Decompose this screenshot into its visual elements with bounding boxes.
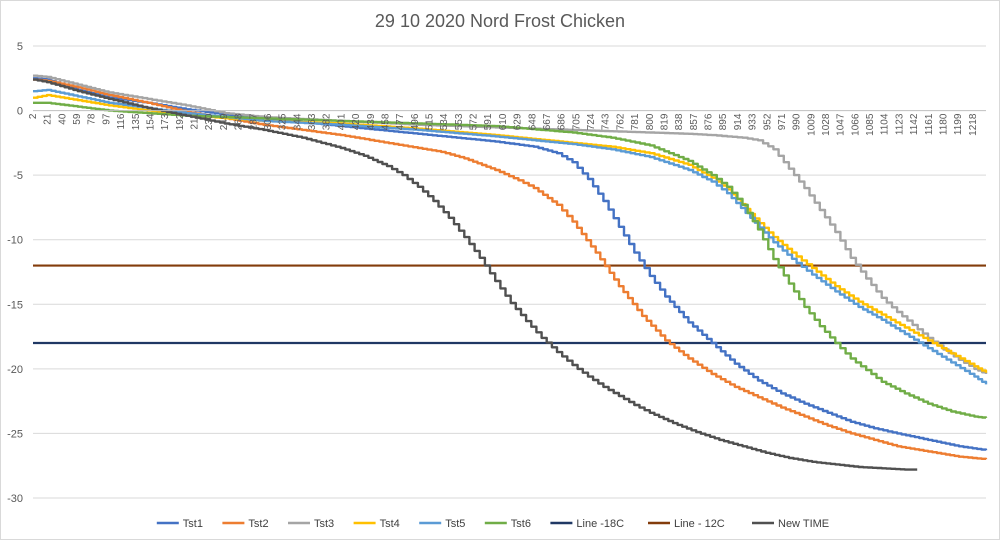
legend-label: Tst4 (380, 518, 400, 530)
x-tick-label: 344 (292, 113, 303, 130)
x-tick-label: 553 (454, 113, 465, 130)
x-tick-label: 686 (557, 113, 568, 130)
y-tick-label: -25 (7, 428, 23, 440)
x-tick-label: 990 (792, 113, 803, 130)
x-tick-label: 211 (190, 113, 201, 129)
y-tick-label: 0 (17, 106, 23, 118)
legend-label: Tst1 (183, 518, 203, 530)
x-tick-label: 705 (571, 113, 582, 130)
x-tick-label: 800 (645, 113, 656, 130)
x-tick-label: 249 (219, 113, 230, 130)
x-tick-label: 876 (704, 113, 715, 130)
x-tick-label: 1066 (850, 113, 861, 136)
chart-title: 29 10 2020 Nord Frost Chicken (375, 11, 625, 31)
x-tick-label: 952 (762, 113, 773, 130)
x-tick-label: 1047 (836, 113, 847, 136)
series-line-new-time (33, 78, 918, 471)
x-tick-label: 1028 (821, 113, 832, 136)
reference-lines (33, 264, 986, 345)
series-lines (33, 74, 988, 471)
x-tick-label: 1142 (909, 113, 920, 135)
x-tick-label: 781 (630, 113, 641, 130)
x-tick-label: 268 (234, 113, 245, 130)
x-tick-label: 1218 (968, 113, 979, 136)
x-tick-label: 667 (542, 113, 553, 130)
y-tick-label: -15 (7, 299, 23, 311)
series-line-tst6 (33, 101, 988, 419)
legend-label: Line -18C (576, 518, 624, 530)
x-tick-label: 59 (72, 113, 83, 125)
y-axis-ticks: 5 0 -5 -10 -15 -20 -25 -30 (7, 41, 23, 505)
x-tick-label: 439 (366, 113, 377, 130)
x-tick-label: 1123 (894, 113, 905, 135)
x-tick-label: 173 (160, 113, 171, 130)
x-tick-label: 382 (322, 113, 333, 130)
x-tick-label: 857 (689, 113, 700, 130)
x-tick-label: 135 (131, 113, 142, 130)
x-tick-label: 1104 (880, 113, 891, 135)
series-line-tst5 (33, 88, 988, 385)
x-tick-label: 477 (395, 113, 406, 130)
x-tick-label: 724 (586, 113, 597, 130)
x-tick-label: 895 (718, 113, 729, 130)
y-tick-label: -10 (7, 235, 23, 247)
x-tick-label: 363 (307, 113, 318, 130)
x-tick-label: 572 (469, 113, 480, 130)
x-tick-label: 819 (659, 113, 670, 130)
x-tick-label: 97 (101, 113, 112, 125)
x-tick-label: 2 (28, 113, 39, 119)
x-tick-label: 21 (43, 113, 54, 125)
y-tick-label: 5 (17, 41, 23, 53)
legend-label: Line - 12C (674, 518, 725, 530)
legend-label: Tst3 (314, 518, 334, 530)
legend-label: Tst5 (445, 518, 465, 530)
x-tick-label: 933 (748, 113, 759, 130)
legend-label: Tst6 (511, 518, 531, 530)
x-tick-label: 401 (336, 113, 347, 130)
x-tick-label: 610 (498, 113, 509, 130)
x-tick-label: 914 (733, 113, 744, 130)
x-tick-label: 230 (204, 113, 215, 130)
y-tick-label: -20 (7, 364, 23, 376)
x-tick-label: 1085 (865, 113, 876, 136)
x-tick-label: 1161 (924, 113, 935, 135)
x-tick-label: 192 (175, 113, 186, 130)
x-tick-label: 40 (57, 113, 68, 125)
x-tick-label: 1199 (953, 113, 964, 135)
x-tick-label: 458 (380, 113, 391, 130)
y-tick-label: -30 (7, 493, 23, 505)
x-tick-label: 325 (278, 113, 289, 130)
legend: Tst1 Tst2 Tst3 Tst4 Tst5 Tst6 Line -18C Line - … (156, 518, 829, 530)
x-tick-label: 629 (513, 113, 524, 130)
legend-label: New TIME (778, 518, 829, 530)
x-tick-label: 762 (615, 113, 626, 130)
y-tick-label: -5 (13, 170, 23, 182)
x-tick-label: 496 (410, 113, 421, 130)
x-tick-label: 743 (601, 113, 612, 130)
gridlines (33, 45, 986, 499)
x-tick-label: 838 (674, 113, 685, 130)
x-tick-label: 306 (263, 113, 274, 130)
x-tick-label: 1180 (938, 113, 949, 135)
x-tick-label: 154 (145, 113, 156, 130)
x-tick-label: 971 (777, 113, 788, 130)
x-tick-label: 78 (87, 113, 98, 125)
x-tick-label: 591 (483, 113, 494, 130)
legend-label: Tst2 (248, 518, 268, 530)
x-tick-label: 534 (439, 113, 450, 130)
x-tick-label: 515 (425, 113, 436, 130)
series-line-tst1 (33, 77, 988, 451)
x-tick-label: 648 (527, 113, 538, 130)
x-tick-label: 116 (116, 113, 127, 129)
x-tick-label: 1009 (806, 113, 817, 136)
x-tick-label: 420 (351, 113, 362, 130)
x-axis: 2 21 40 59 78 97 116 135 154 173 192 211 230 249 268 28… (28, 110, 986, 136)
x-tick-label: 287 (248, 113, 259, 130)
